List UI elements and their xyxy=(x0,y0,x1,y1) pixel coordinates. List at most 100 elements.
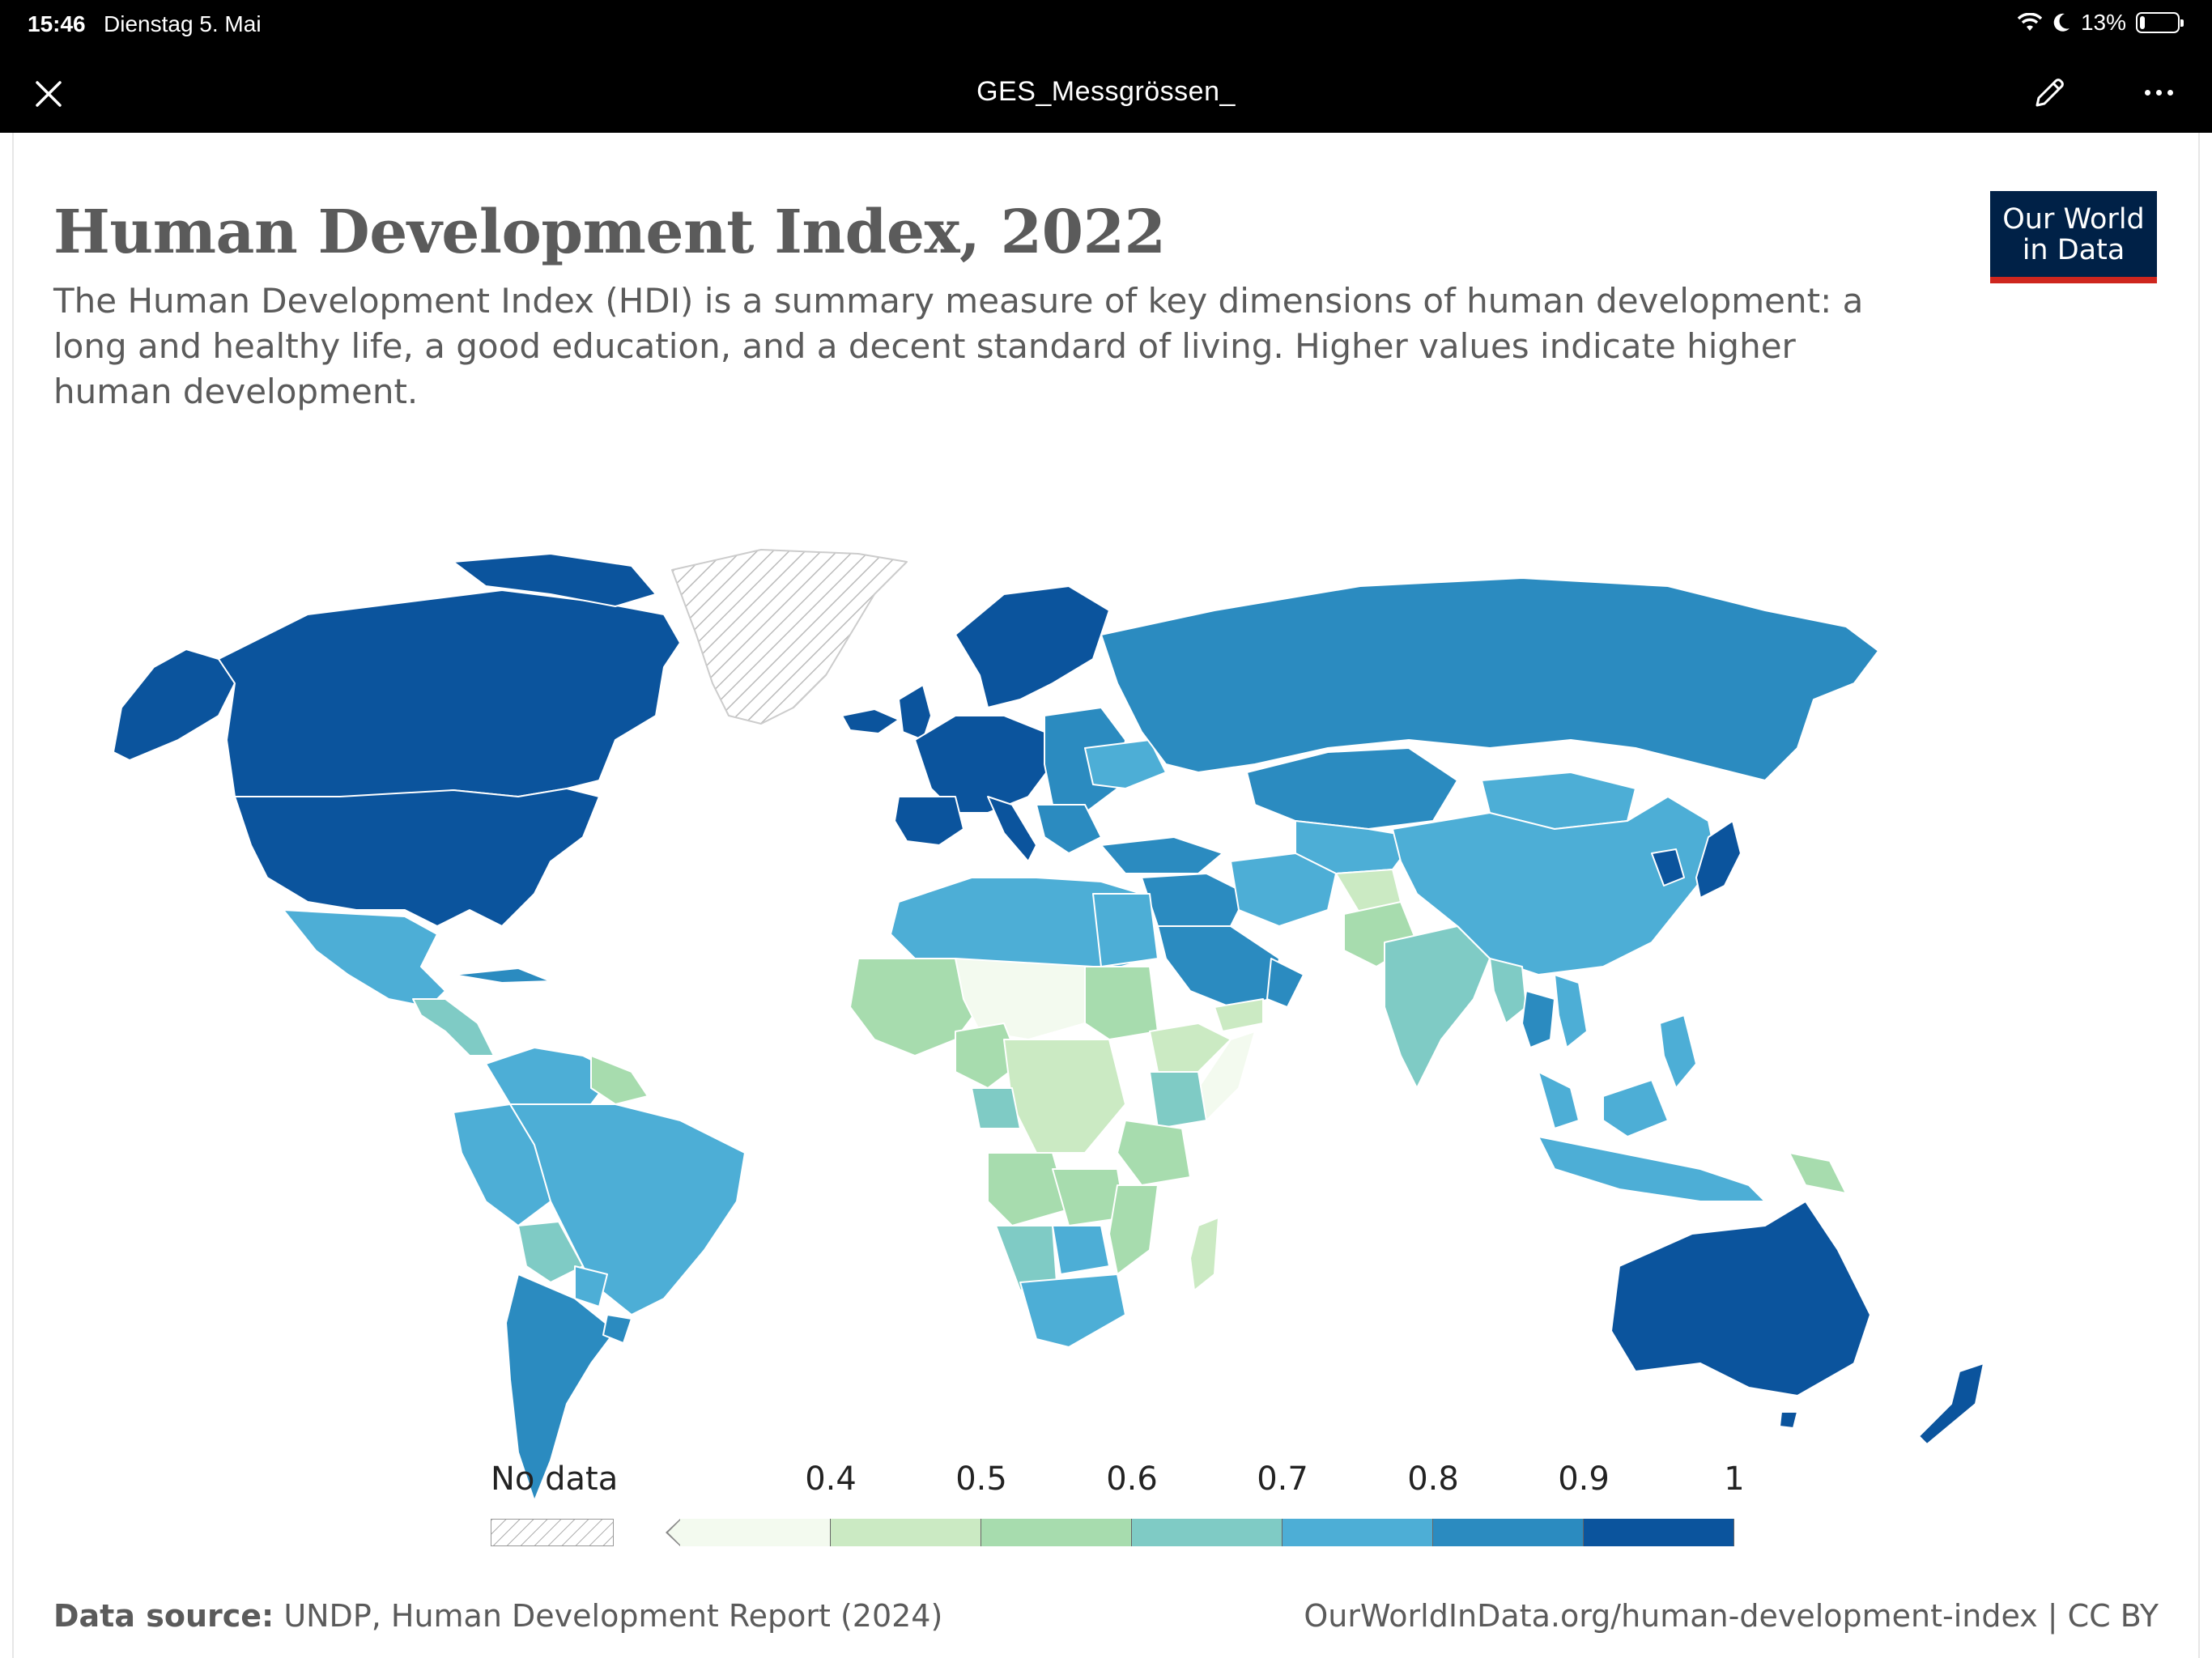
country-tasmania xyxy=(1779,1411,1798,1429)
edit-icon[interactable] xyxy=(2031,74,2068,112)
owid-logo: Our World in Data xyxy=(1990,191,2157,283)
country-canada-arctic xyxy=(453,553,657,607)
country-borneo xyxy=(1602,1079,1669,1137)
country-argentina xyxy=(505,1273,616,1502)
country-ethiopia xyxy=(1149,1022,1231,1073)
legend-bin xyxy=(831,1519,981,1546)
country-kazakhstan xyxy=(1246,747,1458,830)
close-icon[interactable] xyxy=(32,78,65,110)
source-url[interactable]: OurWorldInData.org/human-development-ind… xyxy=(1304,1598,2159,1634)
battery-icon xyxy=(2136,12,2184,33)
more-icon[interactable] xyxy=(2134,76,2183,108)
legend-tick-label: 0.6 xyxy=(1106,1460,1158,1498)
country-brazil xyxy=(509,1103,746,1316)
country-scandinavia xyxy=(955,585,1110,708)
country-uk xyxy=(898,684,932,741)
country-somalia xyxy=(1197,1031,1256,1121)
country-turkey xyxy=(1100,836,1223,874)
page-edge xyxy=(2198,133,2200,1658)
document-page: Human Development Index, 2022 The Human … xyxy=(0,133,2212,1658)
country-egypt xyxy=(1092,893,1159,967)
data-source-label: Data source: xyxy=(53,1598,274,1634)
status-date: Dienstag 5. Mai xyxy=(104,11,262,36)
country-cuba xyxy=(453,967,551,984)
country-india xyxy=(1384,925,1491,1089)
country-australia xyxy=(1610,1201,1871,1397)
logo-line-2: in Data xyxy=(2022,234,2125,266)
legend-bin xyxy=(680,1519,831,1546)
country-canada xyxy=(218,589,681,797)
country-guyana xyxy=(590,1055,649,1105)
battery-percent: 13% xyxy=(2080,10,2126,35)
country-south-korea xyxy=(1651,848,1685,886)
legend-tick-label: 0.5 xyxy=(955,1460,1007,1498)
country-greenland xyxy=(671,549,908,725)
country-iran xyxy=(1230,852,1337,927)
country-usa xyxy=(234,788,600,927)
country-yemen xyxy=(1214,998,1264,1032)
country-myanmar xyxy=(1489,958,1527,1024)
status-time: 15:46 xyxy=(28,11,86,36)
document-title: GES_Messgrössen_ xyxy=(976,76,1236,107)
status-indicators: 13% xyxy=(2017,10,2184,36)
logo-line-1: Our World xyxy=(2002,203,2145,236)
country-bolivia xyxy=(517,1221,584,1283)
legend-tick-label: 1 xyxy=(1724,1460,1745,1498)
country-iceland xyxy=(841,708,900,734)
moon-icon xyxy=(2052,12,2071,33)
country-saudi-arabia xyxy=(1157,925,1280,1008)
legend-no-data-swatch xyxy=(491,1519,614,1546)
chart-title: Human Development Index, 2022 xyxy=(53,198,1166,267)
legend-bin xyxy=(981,1519,1132,1546)
country-china xyxy=(1392,796,1717,976)
status-bar: 15:46 Dienstag 5. Mai 13% xyxy=(0,0,2212,52)
legend-bin xyxy=(1584,1519,1734,1546)
country-south-africa xyxy=(1019,1273,1126,1348)
chart-subtitle: The Human Development Index (HDI) is a s… xyxy=(53,281,1864,411)
country-madagascar xyxy=(1189,1217,1219,1291)
country-central-africa xyxy=(1003,1039,1126,1154)
country-malaysia xyxy=(1538,1071,1580,1129)
legend-tick-label: 0.7 xyxy=(1257,1460,1308,1498)
country-vietnam xyxy=(1554,974,1588,1048)
data-source-text: UNDP, Human Development Report (2024) xyxy=(274,1598,943,1634)
country-paraguay xyxy=(574,1265,608,1307)
country-oman xyxy=(1266,958,1304,1008)
country-mexico xyxy=(283,909,446,1008)
battery-level xyxy=(2140,16,2145,29)
country-kenya xyxy=(1149,1071,1207,1129)
country-gabon xyxy=(971,1087,1021,1129)
country-ukraine xyxy=(1084,739,1167,789)
country-new-zealand xyxy=(1918,1363,1984,1445)
wifi-icon xyxy=(2017,13,2042,32)
country-indonesia xyxy=(1538,1136,1766,1202)
country-mozambique xyxy=(1108,1184,1159,1275)
country-philippines xyxy=(1659,1014,1697,1089)
country-papua-new-guinea xyxy=(1789,1152,1847,1194)
page-edge xyxy=(12,133,14,1658)
country-angola xyxy=(987,1152,1070,1226)
map-legend: No data 0.4 0.5 0.6 0.7 0.8 0.9 1 xyxy=(486,1460,1749,1574)
world-map xyxy=(113,549,1984,1502)
country-italy xyxy=(987,796,1037,862)
legend-bin xyxy=(1433,1519,1584,1546)
data-source: Data source: UNDP, Human Development Rep… xyxy=(53,1598,942,1634)
legend-tick-label: 0.8 xyxy=(1407,1460,1459,1498)
app-bar: GES_Messgrössen_ xyxy=(0,52,2212,133)
legend-tick-label: 0.9 xyxy=(1558,1460,1610,1498)
country-japan xyxy=(1695,820,1742,899)
country-russia xyxy=(1100,577,1879,781)
legend-bin xyxy=(1283,1519,1433,1546)
country-spain xyxy=(894,796,964,846)
country-tanzania xyxy=(1117,1120,1191,1186)
legend-bin xyxy=(1132,1519,1283,1546)
country-botswana xyxy=(1052,1225,1110,1275)
legend-tick-label: 0.4 xyxy=(805,1460,857,1498)
country-central-america xyxy=(412,998,495,1056)
country-balkans xyxy=(1036,804,1102,854)
country-alaska xyxy=(113,648,236,761)
legend-no-data-label: No data xyxy=(491,1460,619,1498)
country-thailand xyxy=(1521,990,1555,1048)
country-sudan xyxy=(1084,966,1159,1040)
country-uruguay xyxy=(602,1314,632,1344)
